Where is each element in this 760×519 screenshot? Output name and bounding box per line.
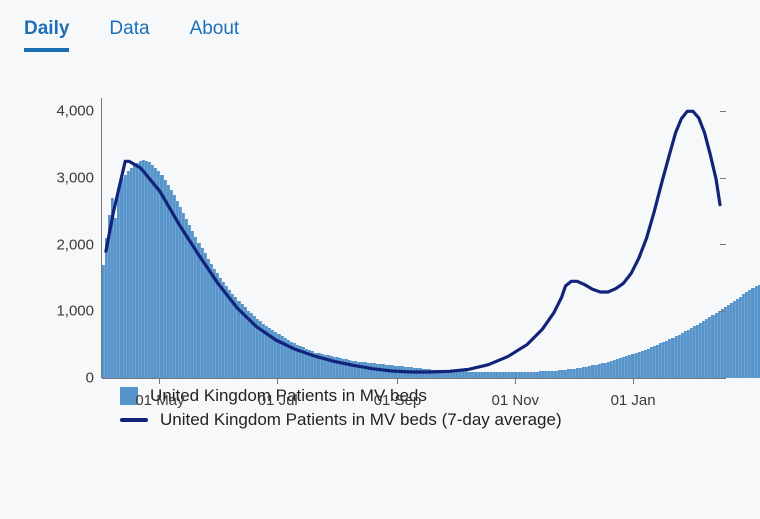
plot-area: 01,0002,0003,0004,00001 May01 Jul01 Sep0… bbox=[102, 98, 720, 378]
y-tick-label: 0 bbox=[86, 370, 102, 387]
x-tick-label: 01 Sep bbox=[374, 378, 422, 409]
legend-item-bars: United Kingdom Patients in MV beds bbox=[120, 386, 760, 406]
x-tick-label: 01 Nov bbox=[492, 378, 540, 409]
line-series bbox=[102, 98, 720, 378]
tab-bar: Daily Data About bbox=[0, 0, 760, 52]
legend-swatch-line-icon bbox=[120, 418, 148, 422]
legend: United Kingdom Patients in MV beds Unite… bbox=[120, 386, 760, 430]
y-tick-label: 4,000 bbox=[56, 103, 102, 120]
x-tick-label: 01 Jan bbox=[611, 378, 656, 409]
avg-line bbox=[106, 111, 720, 372]
x-tick-label: 01 Jul bbox=[258, 378, 298, 409]
legend-item-line: United Kingdom Patients in MV beds (7-da… bbox=[120, 410, 760, 430]
tab-data[interactable]: Data bbox=[109, 18, 149, 52]
x-tick-label: 01 May bbox=[135, 378, 184, 409]
tab-daily[interactable]: Daily bbox=[24, 18, 69, 52]
tab-about[interactable]: About bbox=[190, 18, 240, 52]
y-tick-label: 2,000 bbox=[56, 236, 102, 253]
legend-line-label: United Kingdom Patients in MV beds (7-da… bbox=[160, 410, 562, 430]
y-tick-label: 3,000 bbox=[56, 170, 102, 187]
y-tick-label: 1,000 bbox=[56, 303, 102, 320]
